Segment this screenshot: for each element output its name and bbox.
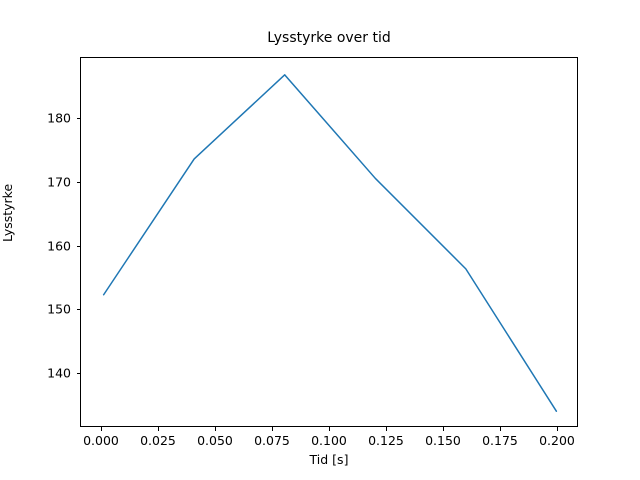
ytick-mark-180: [76, 118, 80, 120]
xtick-mark-0000: [100, 427, 102, 431]
xtick-mark-0200: [556, 427, 558, 431]
xtick-label-0075: 0.075: [254, 433, 290, 448]
ytick-label-170: 170: [47, 174, 71, 190]
ytick-mark-140: [76, 372, 80, 374]
xtick-mark-0050: [214, 427, 216, 431]
xtick-mark-0175: [499, 427, 501, 431]
xtick-label-0050: 0.050: [197, 433, 233, 448]
xtick-label-0200: 0.200: [539, 433, 575, 448]
line-series-svg: [102, 74, 558, 412]
xtick-label-0000: 0.000: [83, 433, 119, 448]
ytick-mark-150: [76, 309, 80, 311]
xtick-mark-0125: [385, 427, 387, 431]
xtick-label-0100: 0.100: [311, 433, 347, 448]
xtick-mark-0100: [328, 427, 330, 431]
ytick-label-140: 140: [47, 365, 71, 381]
line-series-lysstyrke: [102, 74, 558, 412]
xtick-label-0150: 0.150: [425, 433, 461, 448]
ytick-mark-170: [76, 181, 80, 183]
xtick-label-0125: 0.125: [368, 433, 404, 448]
plot-area: [80, 57, 578, 427]
x-axis-label: Tid [s]: [309, 452, 349, 467]
xtick-label-0175: 0.175: [482, 433, 518, 448]
xtick-mark-0150: [442, 427, 444, 431]
ytick-label-160: 160: [47, 238, 71, 254]
ytick-mark-160: [76, 245, 80, 247]
ytick-label-150: 150: [47, 301, 71, 317]
xtick-label-0025: 0.025: [140, 433, 176, 448]
ytick-label-180: 180: [47, 110, 71, 126]
xtick-mark-0025: [157, 427, 159, 431]
y-axis-label: Lysstyrke: [0, 183, 15, 242]
xtick-mark-0075: [271, 427, 273, 431]
chart-title: Lysstyrke over tid: [267, 30, 391, 46]
